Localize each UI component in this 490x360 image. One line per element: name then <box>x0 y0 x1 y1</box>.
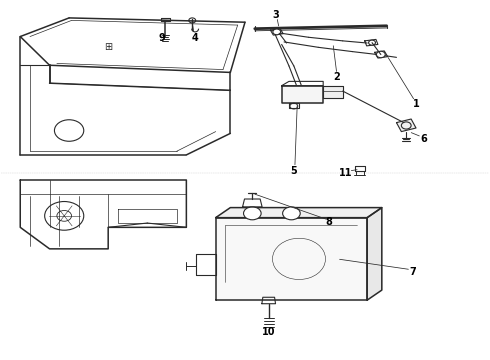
Circle shape <box>368 40 375 45</box>
Text: 5: 5 <box>291 166 297 176</box>
Circle shape <box>376 51 385 58</box>
Circle shape <box>273 29 281 35</box>
Text: 11: 11 <box>339 168 352 178</box>
Text: 2: 2 <box>334 72 340 82</box>
Circle shape <box>244 207 261 220</box>
Polygon shape <box>282 86 323 103</box>
Polygon shape <box>216 208 382 218</box>
Text: 3: 3 <box>272 10 279 20</box>
Text: 9: 9 <box>159 33 165 42</box>
Polygon shape <box>323 86 343 98</box>
Polygon shape <box>216 218 367 300</box>
Text: 7: 7 <box>409 267 416 277</box>
Text: 1: 1 <box>413 99 419 109</box>
Circle shape <box>283 207 300 220</box>
Text: 4: 4 <box>192 33 198 42</box>
Text: 6: 6 <box>420 135 427 144</box>
Text: 8: 8 <box>325 217 333 227</box>
Polygon shape <box>396 119 416 132</box>
Text: 10: 10 <box>262 327 275 337</box>
Polygon shape <box>367 208 382 300</box>
Text: ⊞: ⊞ <box>104 42 112 52</box>
